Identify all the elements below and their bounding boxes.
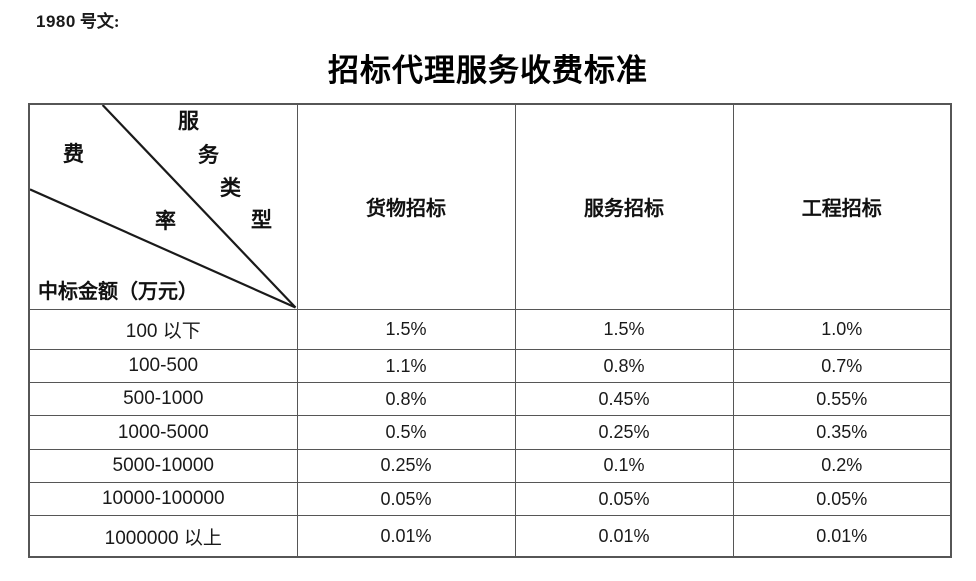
fee-standards-table: 服 务 类 型 费 率 中标金额（万元） 货物招标 服务招标 工程招标 100 … xyxy=(28,103,952,558)
rate-cell: 0.55% xyxy=(732,382,952,417)
corner-label-service-type-char: 型 xyxy=(251,208,272,232)
doc-reference-number: 1980 xyxy=(36,12,76,31)
rate-cell: 0.01% xyxy=(296,515,516,558)
row-label: 1000000 以上 xyxy=(28,515,298,558)
table-row: 500-1000 0.8% 0.45% 0.55% xyxy=(28,382,952,417)
rate-cell: 0.8% xyxy=(514,348,734,384)
row-label: 1000-5000 xyxy=(28,415,298,450)
page-title: 招标代理服务收费标准 xyxy=(328,53,648,88)
corner-label-service-type-char: 务 xyxy=(198,143,219,167)
column-header-goods: 货物招标 xyxy=(296,103,516,310)
diagonal-lines xyxy=(30,105,297,309)
doc-reference-suffix: 号文: xyxy=(79,12,120,31)
row-label: 10000-100000 xyxy=(28,481,298,517)
row-label: 5000-10000 xyxy=(28,448,298,483)
table-row: 1000000 以上 0.01% 0.01% 0.01% xyxy=(28,515,952,558)
corner-label-service-type-char: 类 xyxy=(220,176,241,200)
row-label: 100-500 xyxy=(28,348,298,384)
rate-cell: 0.45% xyxy=(514,382,734,417)
rate-cell: 0.05% xyxy=(296,481,516,517)
corner-label-fee-rate-char: 费 xyxy=(63,142,84,166)
diagonal-corner-cell: 服 务 类 型 费 率 中标金额（万元） xyxy=(28,103,298,310)
column-header-engineering: 工程招标 xyxy=(732,103,952,310)
rate-cell: 0.05% xyxy=(514,481,734,517)
rate-cell: 1.1% xyxy=(296,348,516,384)
table-row: 1000-5000 0.5% 0.25% 0.35% xyxy=(28,415,952,450)
rate-cell: 0.5% xyxy=(296,415,516,450)
rate-cell: 0.2% xyxy=(732,448,952,483)
rate-cell: 0.35% xyxy=(732,415,952,450)
corner-label-service-type-char: 服 xyxy=(178,109,199,133)
table-row: 100-500 1.1% 0.8% 0.7% xyxy=(28,348,952,384)
rate-cell: 0.8% xyxy=(296,382,516,417)
rate-cell: 0.01% xyxy=(514,515,734,558)
rate-cell: 0.05% xyxy=(732,481,952,517)
rate-cell: 0.1% xyxy=(514,448,734,483)
table-row: 100 以下 1.5% 1.5% 1.0% xyxy=(28,308,952,350)
table-header-row: 服 务 类 型 费 率 中标金额（万元） 货物招标 服务招标 工程招标 xyxy=(28,103,952,310)
table-row: 10000-100000 0.05% 0.05% 0.05% xyxy=(28,481,952,517)
rate-cell: 1.5% xyxy=(514,308,734,350)
corner-label-bid-amount: 中标金额（万元） xyxy=(38,280,198,303)
column-header-services: 服务招标 xyxy=(514,103,734,310)
rate-cell: 1.5% xyxy=(296,308,516,350)
table-row: 5000-10000 0.25% 0.1% 0.2% xyxy=(28,448,952,483)
rate-cell: 0.01% xyxy=(732,515,952,558)
row-label: 500-1000 xyxy=(28,382,298,417)
corner-label-fee-rate-char: 率 xyxy=(155,209,176,233)
rate-cell: 0.7% xyxy=(732,348,952,384)
rate-cell: 0.25% xyxy=(296,448,516,483)
doc-reference-label: 1980 号文: xyxy=(36,7,120,32)
rate-cell: 0.25% xyxy=(514,415,734,450)
row-label: 100 以下 xyxy=(28,308,298,350)
rate-cell: 1.0% xyxy=(732,308,952,350)
